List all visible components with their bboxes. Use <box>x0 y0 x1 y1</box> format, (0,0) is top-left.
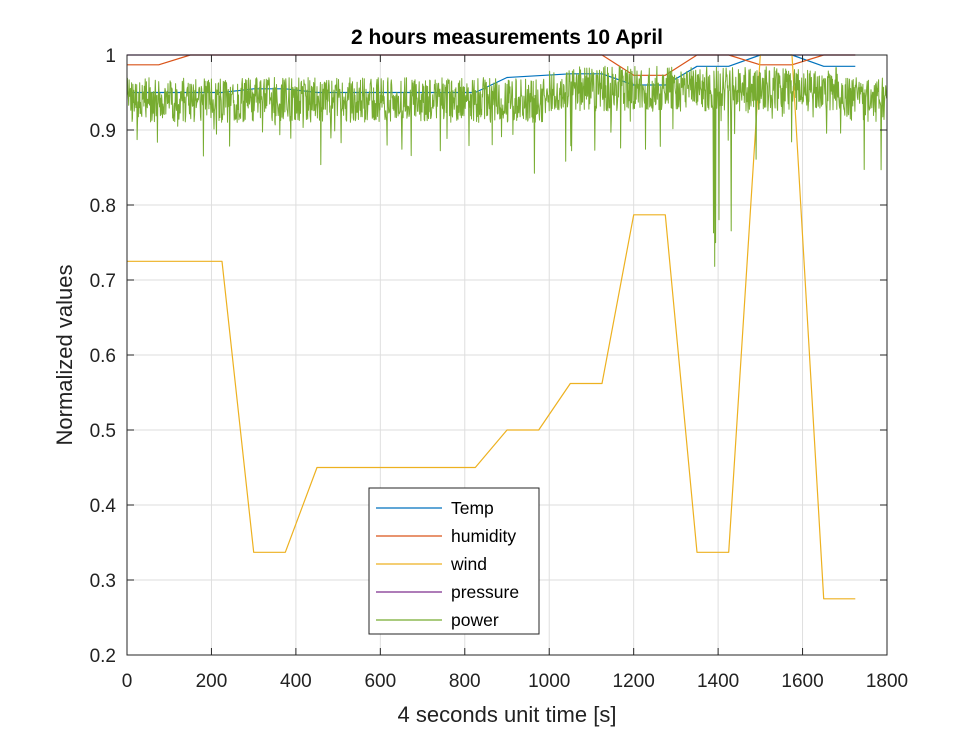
x-tick-label: 1800 <box>866 671 908 692</box>
y-tick-label: 0.8 <box>90 196 116 217</box>
x-tick-label: 1200 <box>613 671 655 692</box>
legend-box <box>368 487 540 635</box>
ticks: 0 200 400 600 800 1000 1200 1400 1600 1800 0.2 0.3 0… <box>90 46 909 692</box>
y-tick-label: 0.2 <box>90 646 116 667</box>
x-tick-label: 800 <box>449 671 481 692</box>
y-tick-label: 0.4 <box>90 496 117 517</box>
chart-title: 2 hours measurements 10 April <box>351 26 663 49</box>
x-tick-label: 1400 <box>697 671 739 692</box>
x-tick-label: 400 <box>280 671 312 692</box>
y-tick-label: 0.6 <box>90 346 116 367</box>
y-tick-label: 1 <box>105 46 116 67</box>
legend-label-wind: wind <box>450 554 487 574</box>
x-tick-label: 600 <box>364 671 396 692</box>
legend-label-power: power <box>451 610 499 630</box>
x-tick-label: 1600 <box>781 671 823 692</box>
y-axis-label: Normalized values <box>52 265 77 446</box>
x-tick-label: 1000 <box>528 671 570 692</box>
legend: Temp humidity wind pressure power <box>368 487 540 635</box>
series-line-power <box>126 65 888 267</box>
x-tick-label: 200 <box>196 671 228 692</box>
legend-label-temp: Temp <box>451 498 494 518</box>
legend-label-humidity: humidity <box>451 526 516 546</box>
y-tick-label: 0.3 <box>90 571 116 592</box>
y-tick-label: 0.7 <box>90 271 116 292</box>
y-tick-label: 0.5 <box>90 421 116 442</box>
series-line-humidity <box>127 54 856 76</box>
y-tick-label: 0.9 <box>90 121 116 142</box>
x-axis-label: 4 seconds unit time [s] <box>398 702 617 727</box>
x-tick-label: 0 <box>122 671 133 692</box>
legend-label-pressure: pressure <box>451 582 519 602</box>
